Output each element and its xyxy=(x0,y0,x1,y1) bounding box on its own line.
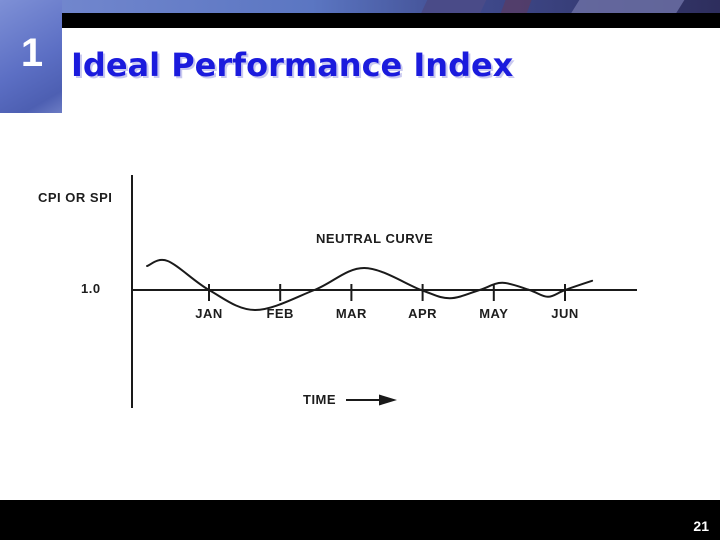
month-label-jan: JAN xyxy=(195,306,223,321)
footer-bar: 21 xyxy=(0,500,720,540)
banner-shape xyxy=(568,0,688,13)
month-label-feb: FEB xyxy=(266,306,294,321)
month-ticks xyxy=(208,284,566,301)
header-divider-bar xyxy=(62,13,720,28)
month-label-apr: APR xyxy=(408,306,438,321)
time-arrow xyxy=(346,394,397,406)
y-axis-label: CPI OR SPI xyxy=(38,190,113,205)
slide-number-tab: 1 xyxy=(0,0,62,113)
month-label-may: MAY xyxy=(479,306,509,321)
top-banner-image xyxy=(62,0,720,13)
month-label-jun: JUN xyxy=(551,306,579,321)
month-label-mar: MAR xyxy=(335,306,367,321)
page-number: 21 xyxy=(693,518,709,534)
x-axis-label: TIME xyxy=(303,392,337,407)
banner-shape xyxy=(418,0,489,13)
neutral-curve-line xyxy=(146,258,594,312)
curve-annotation-label: NEUTRAL CURVE xyxy=(316,231,434,246)
slide-number: 1 xyxy=(20,30,44,75)
page-title: Ideal Performance Index xyxy=(71,46,514,84)
banner-shape xyxy=(498,0,534,13)
baseline-value-label: 1.0 xyxy=(81,281,101,296)
